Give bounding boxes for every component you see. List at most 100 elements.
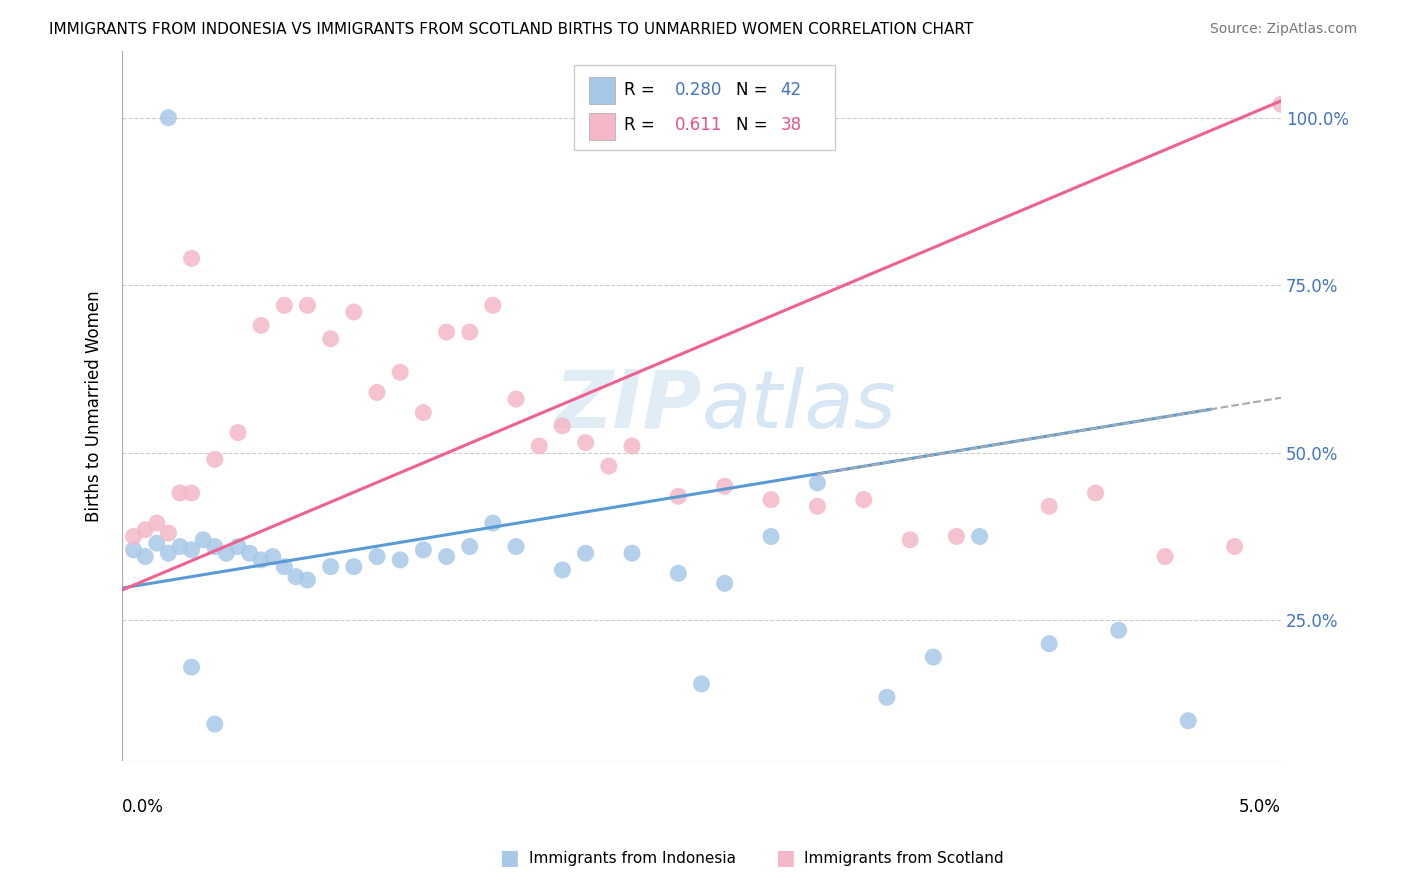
Point [262, 549, 284, 564]
Text: Source: ZipAtlas.com: Source: ZipAtlas.com [1209, 22, 1357, 37]
Point [575, 546, 598, 560]
Point [204, 717, 226, 731]
Point [1177, 714, 1199, 728]
Text: 38: 38 [780, 117, 801, 135]
Point [226, 540, 249, 554]
Point [389, 365, 412, 379]
Point [146, 536, 169, 550]
Point [169, 540, 191, 554]
Point [157, 111, 180, 125]
Point [1223, 540, 1246, 554]
FancyBboxPatch shape [589, 77, 614, 103]
Point [806, 500, 828, 514]
Text: ZIP: ZIP [554, 367, 702, 445]
FancyBboxPatch shape [574, 65, 835, 150]
Point [666, 566, 689, 581]
Text: R =: R = [624, 80, 659, 98]
Point [343, 559, 366, 574]
Text: Immigrants from Scotland: Immigrants from Scotland [804, 851, 1004, 865]
Point [366, 549, 388, 564]
Point [852, 492, 875, 507]
Point [690, 677, 713, 691]
Point [969, 529, 991, 543]
FancyBboxPatch shape [589, 113, 614, 140]
Point [134, 549, 156, 564]
Point [180, 486, 202, 500]
Point [482, 298, 505, 312]
Point [238, 546, 260, 560]
Point [204, 452, 226, 467]
Point [876, 690, 898, 705]
Point [319, 332, 342, 346]
Point [922, 650, 945, 665]
Point [297, 573, 319, 587]
Point [759, 492, 782, 507]
Point [458, 540, 481, 554]
Point [1038, 500, 1060, 514]
Point [505, 540, 527, 554]
Text: R =: R = [624, 117, 665, 135]
Point [157, 546, 180, 560]
Text: N =: N = [737, 80, 773, 98]
Y-axis label: Births to Unmarried Women: Births to Unmarried Women [86, 290, 103, 522]
Point [806, 475, 828, 490]
Point [273, 298, 295, 312]
Text: ■: ■ [499, 848, 519, 868]
Point [412, 405, 434, 419]
Point [204, 540, 226, 554]
Text: 5.0%: 5.0% [1239, 797, 1281, 816]
Point [551, 563, 574, 577]
Point [250, 318, 273, 333]
Point [458, 325, 481, 339]
Point [505, 392, 527, 406]
Point [945, 529, 967, 543]
Point [297, 298, 319, 312]
Point [319, 559, 342, 574]
Point [412, 542, 434, 557]
Point [180, 660, 202, 674]
Point [713, 576, 735, 591]
Point [122, 542, 145, 557]
Point [146, 516, 169, 530]
Point [343, 305, 366, 319]
Text: 42: 42 [780, 80, 801, 98]
Point [436, 549, 458, 564]
Point [180, 252, 202, 266]
Point [273, 559, 295, 574]
Point [180, 542, 202, 557]
Text: 0.0%: 0.0% [122, 797, 165, 816]
Point [1038, 637, 1060, 651]
Point [713, 479, 735, 493]
Text: IMMIGRANTS FROM INDONESIA VS IMMIGRANTS FROM SCOTLAND BIRTHS TO UNMARRIED WOMEN : IMMIGRANTS FROM INDONESIA VS IMMIGRANTS … [49, 22, 973, 37]
Point [389, 553, 412, 567]
Point [122, 529, 145, 543]
Point [620, 546, 643, 560]
Point [215, 546, 238, 560]
Point [620, 439, 643, 453]
Point [482, 516, 505, 530]
Text: 0.611: 0.611 [675, 117, 723, 135]
Point [529, 439, 551, 453]
Point [226, 425, 249, 440]
Point [157, 526, 180, 541]
Text: atlas: atlas [702, 367, 896, 445]
Point [898, 533, 921, 547]
Point [759, 529, 782, 543]
Text: N =: N = [737, 117, 773, 135]
Point [1154, 549, 1177, 564]
Point [666, 489, 689, 503]
Point [284, 569, 307, 583]
Point [598, 459, 620, 474]
Point [1084, 486, 1107, 500]
Point [193, 533, 215, 547]
Point [366, 385, 388, 400]
Point [169, 486, 191, 500]
Text: Immigrants from Indonesia: Immigrants from Indonesia [529, 851, 735, 865]
Point [1108, 624, 1130, 638]
Point [1270, 97, 1292, 112]
Point [436, 325, 458, 339]
Point [250, 553, 273, 567]
Point [134, 523, 156, 537]
Text: 0.280: 0.280 [675, 80, 723, 98]
Point [551, 418, 574, 433]
